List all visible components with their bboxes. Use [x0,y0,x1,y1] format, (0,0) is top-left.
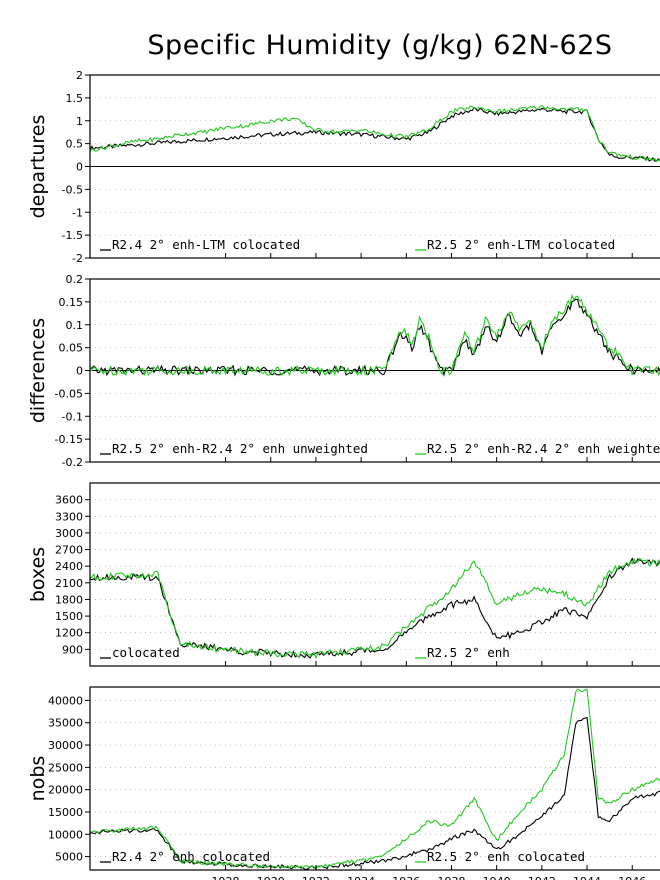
panel-1: 2 1.5 1 0.5 0 -0.5 -1 -1.5 -2 departures R2.4 2° e… [27,69,660,265]
panel-2: 0.2 0.15 0.1 0.05 0 -0.05 -0.1 -0.15 -0.2 differe… [27,273,660,469]
y-tick-label: 1.5 [66,92,84,105]
y-axis-label: departures [27,115,49,219]
y-tick-label: 1500 [55,610,83,623]
y-tick-label: 20000 [48,784,83,797]
legend-entry: R2.5 2° enh-R2.4 2° enh weighte [427,441,660,456]
y-tick-label: 0 [76,161,83,174]
y-tick-label: 900 [62,643,83,656]
y-tick-label: 0.05 [59,342,84,355]
x-tick-label: 1936 [392,875,420,880]
legend-entry: R2.5 2° enh-R2.4 2° enh unweighted [112,441,368,456]
series-line-black [89,716,660,870]
y-tick-label: 15000 [48,806,83,819]
x-tick-label: 1940 [483,875,511,880]
y-tick-label: 30000 [48,739,83,752]
series-line-black [89,557,660,659]
y-tick-label: 1200 [55,627,83,640]
legend-entry: R2.5 2° enh-LTM colocated [427,237,615,252]
y-axis-label: differences [27,318,49,423]
y-tick-label: -1 [72,206,83,219]
series-line-black [89,298,660,377]
y-tick-label: -0.1 [62,410,83,423]
y-tick-label: -1.5 [62,229,83,242]
y-tick-label: 3000 [55,527,83,540]
y-tick-label: 10000 [48,828,83,841]
y-tick-label: 2400 [55,560,83,573]
y-tick-label: 0.5 [66,138,84,151]
x-tick-label: 1934 [347,875,375,880]
legend-entry: R2.4 2° enh colocated [112,849,270,864]
legend-entry: colocated [112,645,180,660]
y-tick-label: -0.15 [55,433,83,446]
x-tick-label: 1938 [437,875,465,880]
y-tick-label: 1 [76,115,83,128]
y-tick-label: -0.2 [62,456,83,469]
y-tick-label: 2100 [55,577,83,590]
x-tick-label: 1932 [302,875,330,880]
y-axis-label: boxes [27,547,49,602]
y-tick-label: 35000 [48,717,83,730]
series-line-black [89,107,660,162]
series-line-green [89,688,660,871]
series-line-green [89,557,660,660]
y-tick-label: 0.2 [66,273,84,286]
y-tick-label: 3600 [55,494,83,507]
y-tick-label: 5000 [55,851,83,864]
series-line-green [90,293,660,377]
y-tick-label: 25000 [48,761,83,774]
panel-frame [89,74,660,259]
chart-title: Specific Humidity (g/kg) 62N-62S [147,30,613,61]
y-tick-label: 0.15 [59,296,84,309]
panel-frame [89,278,660,463]
x-tick-label: 1928 [212,875,240,880]
series-line-green [89,105,660,163]
y-axis-label: nobs [27,756,49,802]
y-tick-label: -0.5 [62,183,83,196]
panel-4: 40000 35000 30000 25000 20000 15000 10000 5000 n… [27,686,660,880]
y-tick-label: 2 [76,69,83,82]
x-tick-label: 1930 [257,875,285,880]
panel-frame [89,686,660,871]
y-tick-label: 3300 [55,510,83,523]
x-tick-label: 1946 [618,875,646,880]
y-tick-label: 2700 [55,544,83,557]
y-tick-label: 0.1 [66,319,84,332]
legend-entry: R2.4 2° enh-LTM colocated [112,237,300,252]
y-tick-label: 40000 [48,694,83,707]
panel-frame [89,482,660,667]
x-tick-label: 1942 [528,875,556,880]
y-tick-label: 1800 [55,593,83,606]
panel-3: 3600 3300 3000 2700 2400 2100 1800 1500 1200 900 b… [27,482,660,667]
x-tick-label: 1944 [573,875,601,880]
y-tick-label: -0.05 [55,387,83,400]
legend-entry: R2.5 2° enh [427,645,510,660]
y-tick-label: -2 [72,252,83,265]
y-tick-label: 0 [76,365,83,378]
legend-entry: R2.5 2° enh colocated [427,849,585,864]
